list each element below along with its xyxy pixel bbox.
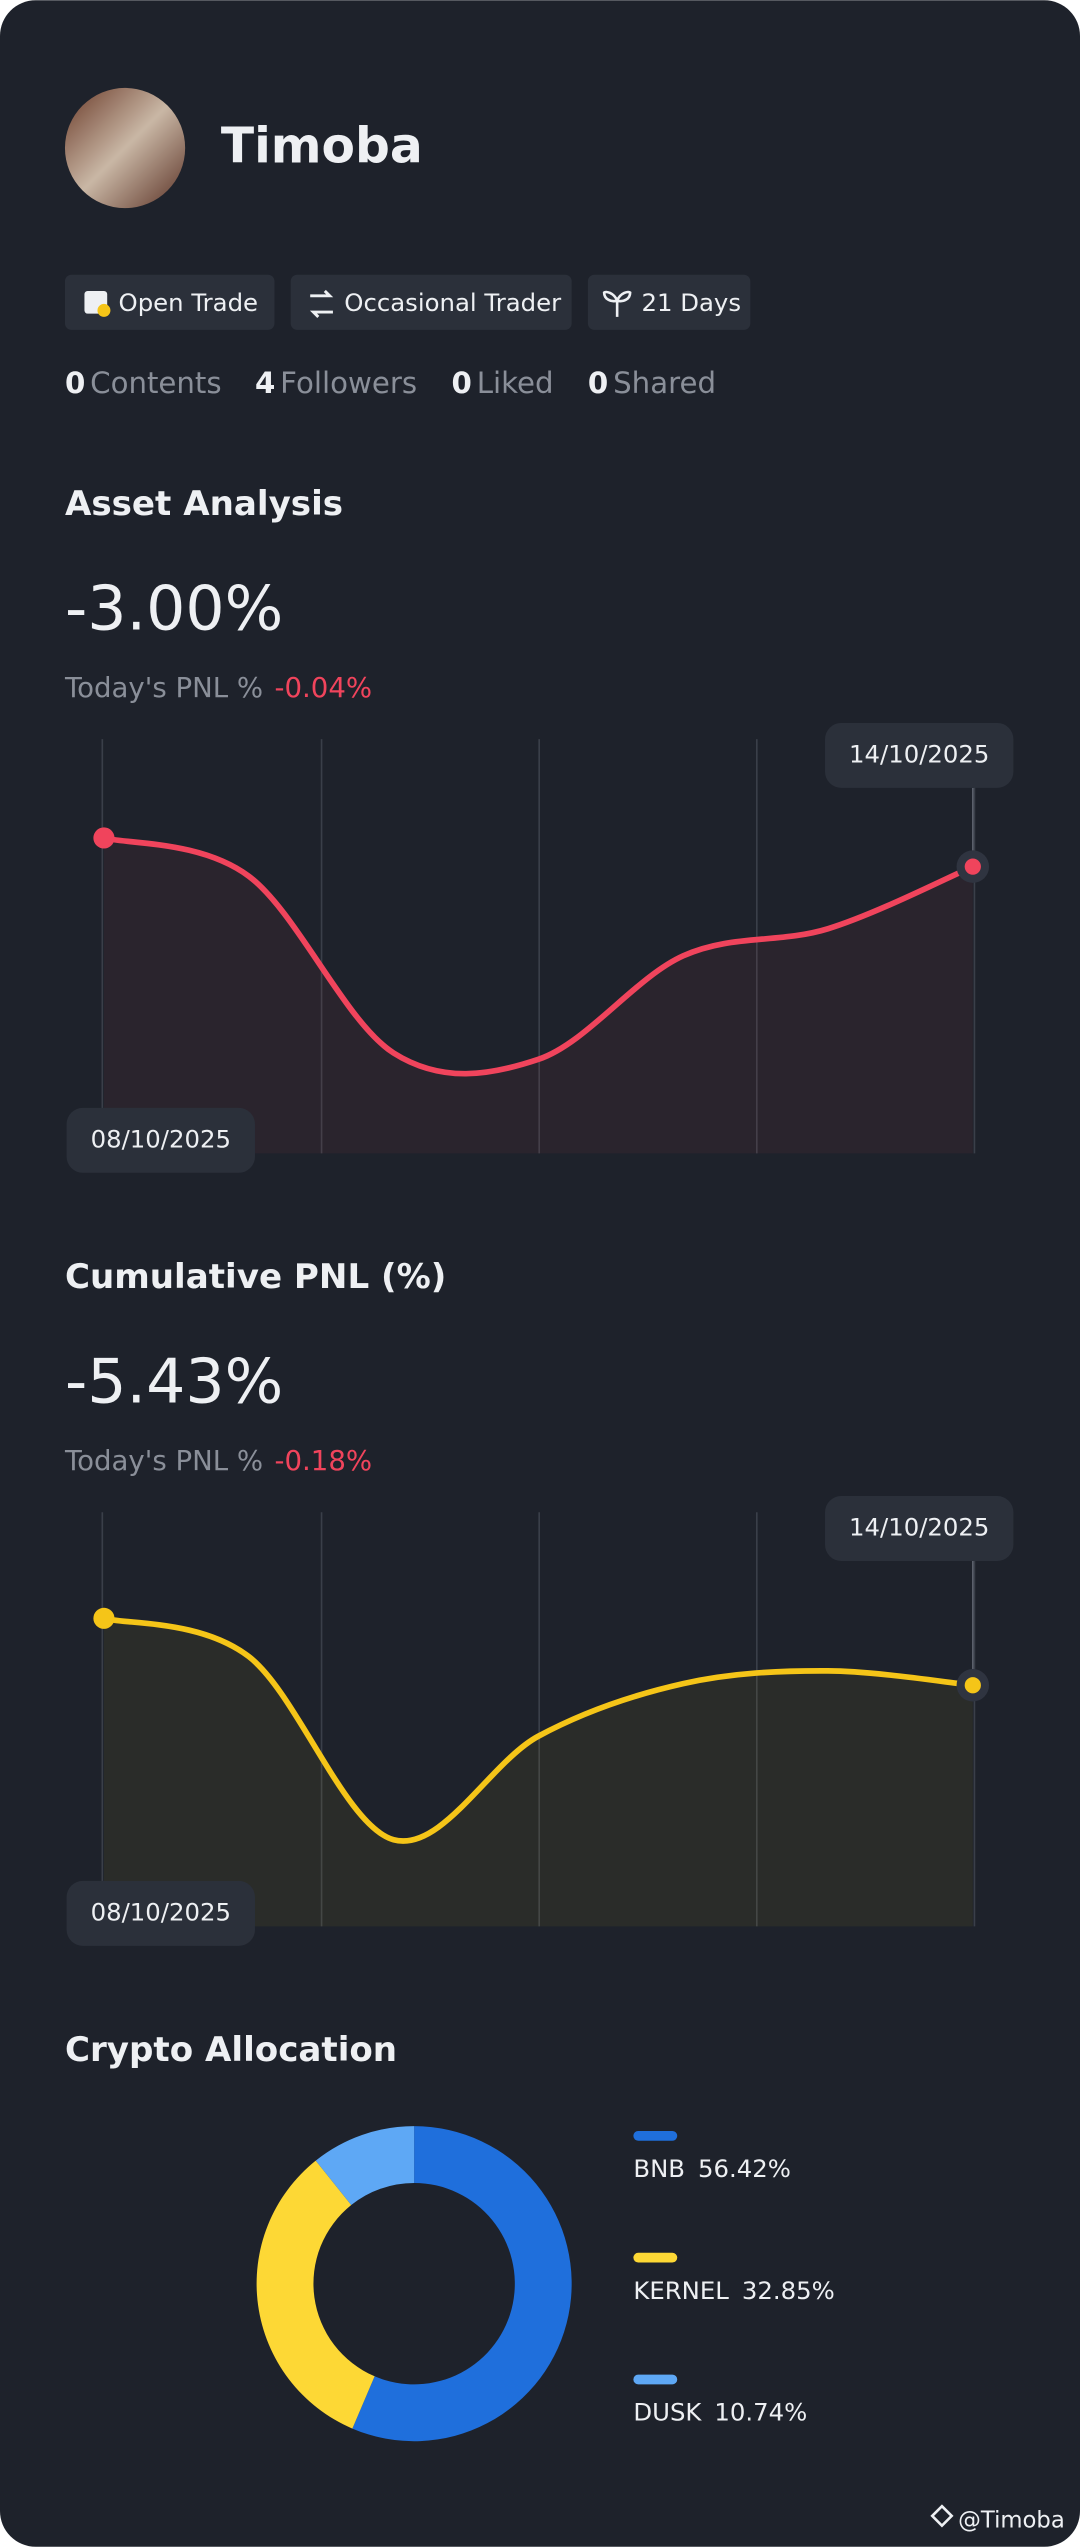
legend-swatch bbox=[633, 2252, 678, 2263]
legend-value: 10.74% bbox=[714, 2398, 807, 2427]
legend-entry: DUSK 10.74% bbox=[633, 2398, 807, 2427]
stat: 0 Liked bbox=[451, 366, 553, 400]
point bbox=[93, 1607, 115, 1629]
stat-label: Followers bbox=[280, 366, 417, 400]
section-title: Crypto Allocation bbox=[65, 2030, 397, 2070]
today-pnl: Today's PNL % -0.18% bbox=[64, 1444, 372, 1477]
tooltip bbox=[66, 1107, 255, 1173]
today-label: Today's PNL % bbox=[64, 671, 263, 704]
area bbox=[103, 1618, 973, 1927]
badge-icon bbox=[309, 289, 334, 318]
tooltip-date: 14/10/2025 bbox=[849, 739, 989, 768]
point bbox=[964, 858, 981, 875]
point bbox=[93, 827, 115, 849]
stat-count: 0 bbox=[65, 366, 85, 400]
stat: 4 Followers bbox=[255, 366, 417, 400]
today-value: -0.04% bbox=[275, 671, 373, 704]
donut-slice bbox=[315, 2126, 415, 2206]
stat-count: 4 bbox=[255, 366, 275, 400]
badge-label: 21 Days bbox=[642, 288, 742, 317]
tooltip-date: 08/10/2025 bbox=[91, 1124, 231, 1153]
stat-label: Liked bbox=[477, 366, 554, 400]
tooltip bbox=[825, 722, 1014, 788]
stats: 0 Contents 4 Followers 0 Liked 0 Shared bbox=[65, 366, 716, 400]
legend-swatch bbox=[633, 2374, 678, 2385]
allocation: Crypto Allocation BNB 56.42% KERNEL 32.85% DU… bbox=[65, 2030, 835, 2442]
line bbox=[103, 1615, 974, 1844]
badge-icon bbox=[602, 290, 632, 317]
stat-label: Contents bbox=[90, 366, 221, 400]
badge-label: Open Trade bbox=[119, 288, 258, 317]
donut-slice bbox=[352, 2126, 572, 2442]
legend-entry: KERNEL 32.85% bbox=[633, 2276, 834, 2305]
watermark: @Timoba bbox=[958, 2507, 1065, 2533]
legend-name: BNB bbox=[633, 2154, 685, 2183]
user-name: Timoba bbox=[221, 119, 423, 175]
legend-name: KERNEL bbox=[633, 2276, 729, 2305]
today-label: Today's PNL % bbox=[64, 1444, 263, 1477]
section: Cumulative PNL (%) -5.43% Today's PNL % -0.… bbox=[64, 1257, 1014, 1946]
headline-value: -3.00% bbox=[65, 573, 283, 645]
donut-slice bbox=[256, 2160, 375, 2429]
stat: 0 Contents bbox=[65, 366, 222, 400]
badge bbox=[290, 274, 572, 330]
badge-label: Occasional Trader bbox=[344, 288, 562, 317]
legend-entry: BNB 56.42% bbox=[633, 2154, 791, 2183]
legend-swatch bbox=[633, 2131, 678, 2141]
area bbox=[103, 837, 973, 1154]
point bbox=[964, 1677, 981, 1694]
stat-count: 0 bbox=[451, 366, 471, 400]
sections: Asset Analysis -3.00% Today's PNL % -0.04% 1… bbox=[64, 484, 1014, 1946]
today-pnl: Today's PNL % -0.04% bbox=[64, 671, 372, 704]
headline-value: -5.43% bbox=[65, 1346, 283, 1418]
tooltip-date: 14/10/2025 bbox=[849, 1512, 989, 1541]
today-value: -0.18% bbox=[275, 1444, 373, 1477]
badge bbox=[64, 274, 275, 330]
badges: Open Trade Occasional Trader 21 Days bbox=[64, 274, 751, 330]
section: Asset Analysis -3.00% Today's PNL % -0.04% 1… bbox=[64, 484, 1014, 1173]
tooltip bbox=[825, 1495, 1014, 1561]
avatar[interactable] bbox=[64, 87, 186, 209]
stat-count: 0 bbox=[588, 366, 608, 400]
line bbox=[103, 835, 974, 1077]
tooltip bbox=[66, 1880, 255, 1946]
stat-label: Shared bbox=[613, 366, 716, 400]
stat: 0 Shared bbox=[588, 366, 716, 400]
badge-icon bbox=[97, 303, 111, 317]
watermark-icon bbox=[930, 2504, 954, 2528]
legend-value: 56.42% bbox=[698, 2154, 791, 2183]
legend-value: 32.85% bbox=[742, 2276, 835, 2305]
tooltip-date: 08/10/2025 bbox=[91, 1897, 231, 1926]
badge bbox=[587, 274, 751, 330]
section-title: Asset Analysis bbox=[65, 484, 343, 524]
section-title: Cumulative PNL (%) bbox=[65, 1257, 446, 1297]
legend-name: DUSK bbox=[633, 2398, 702, 2427]
